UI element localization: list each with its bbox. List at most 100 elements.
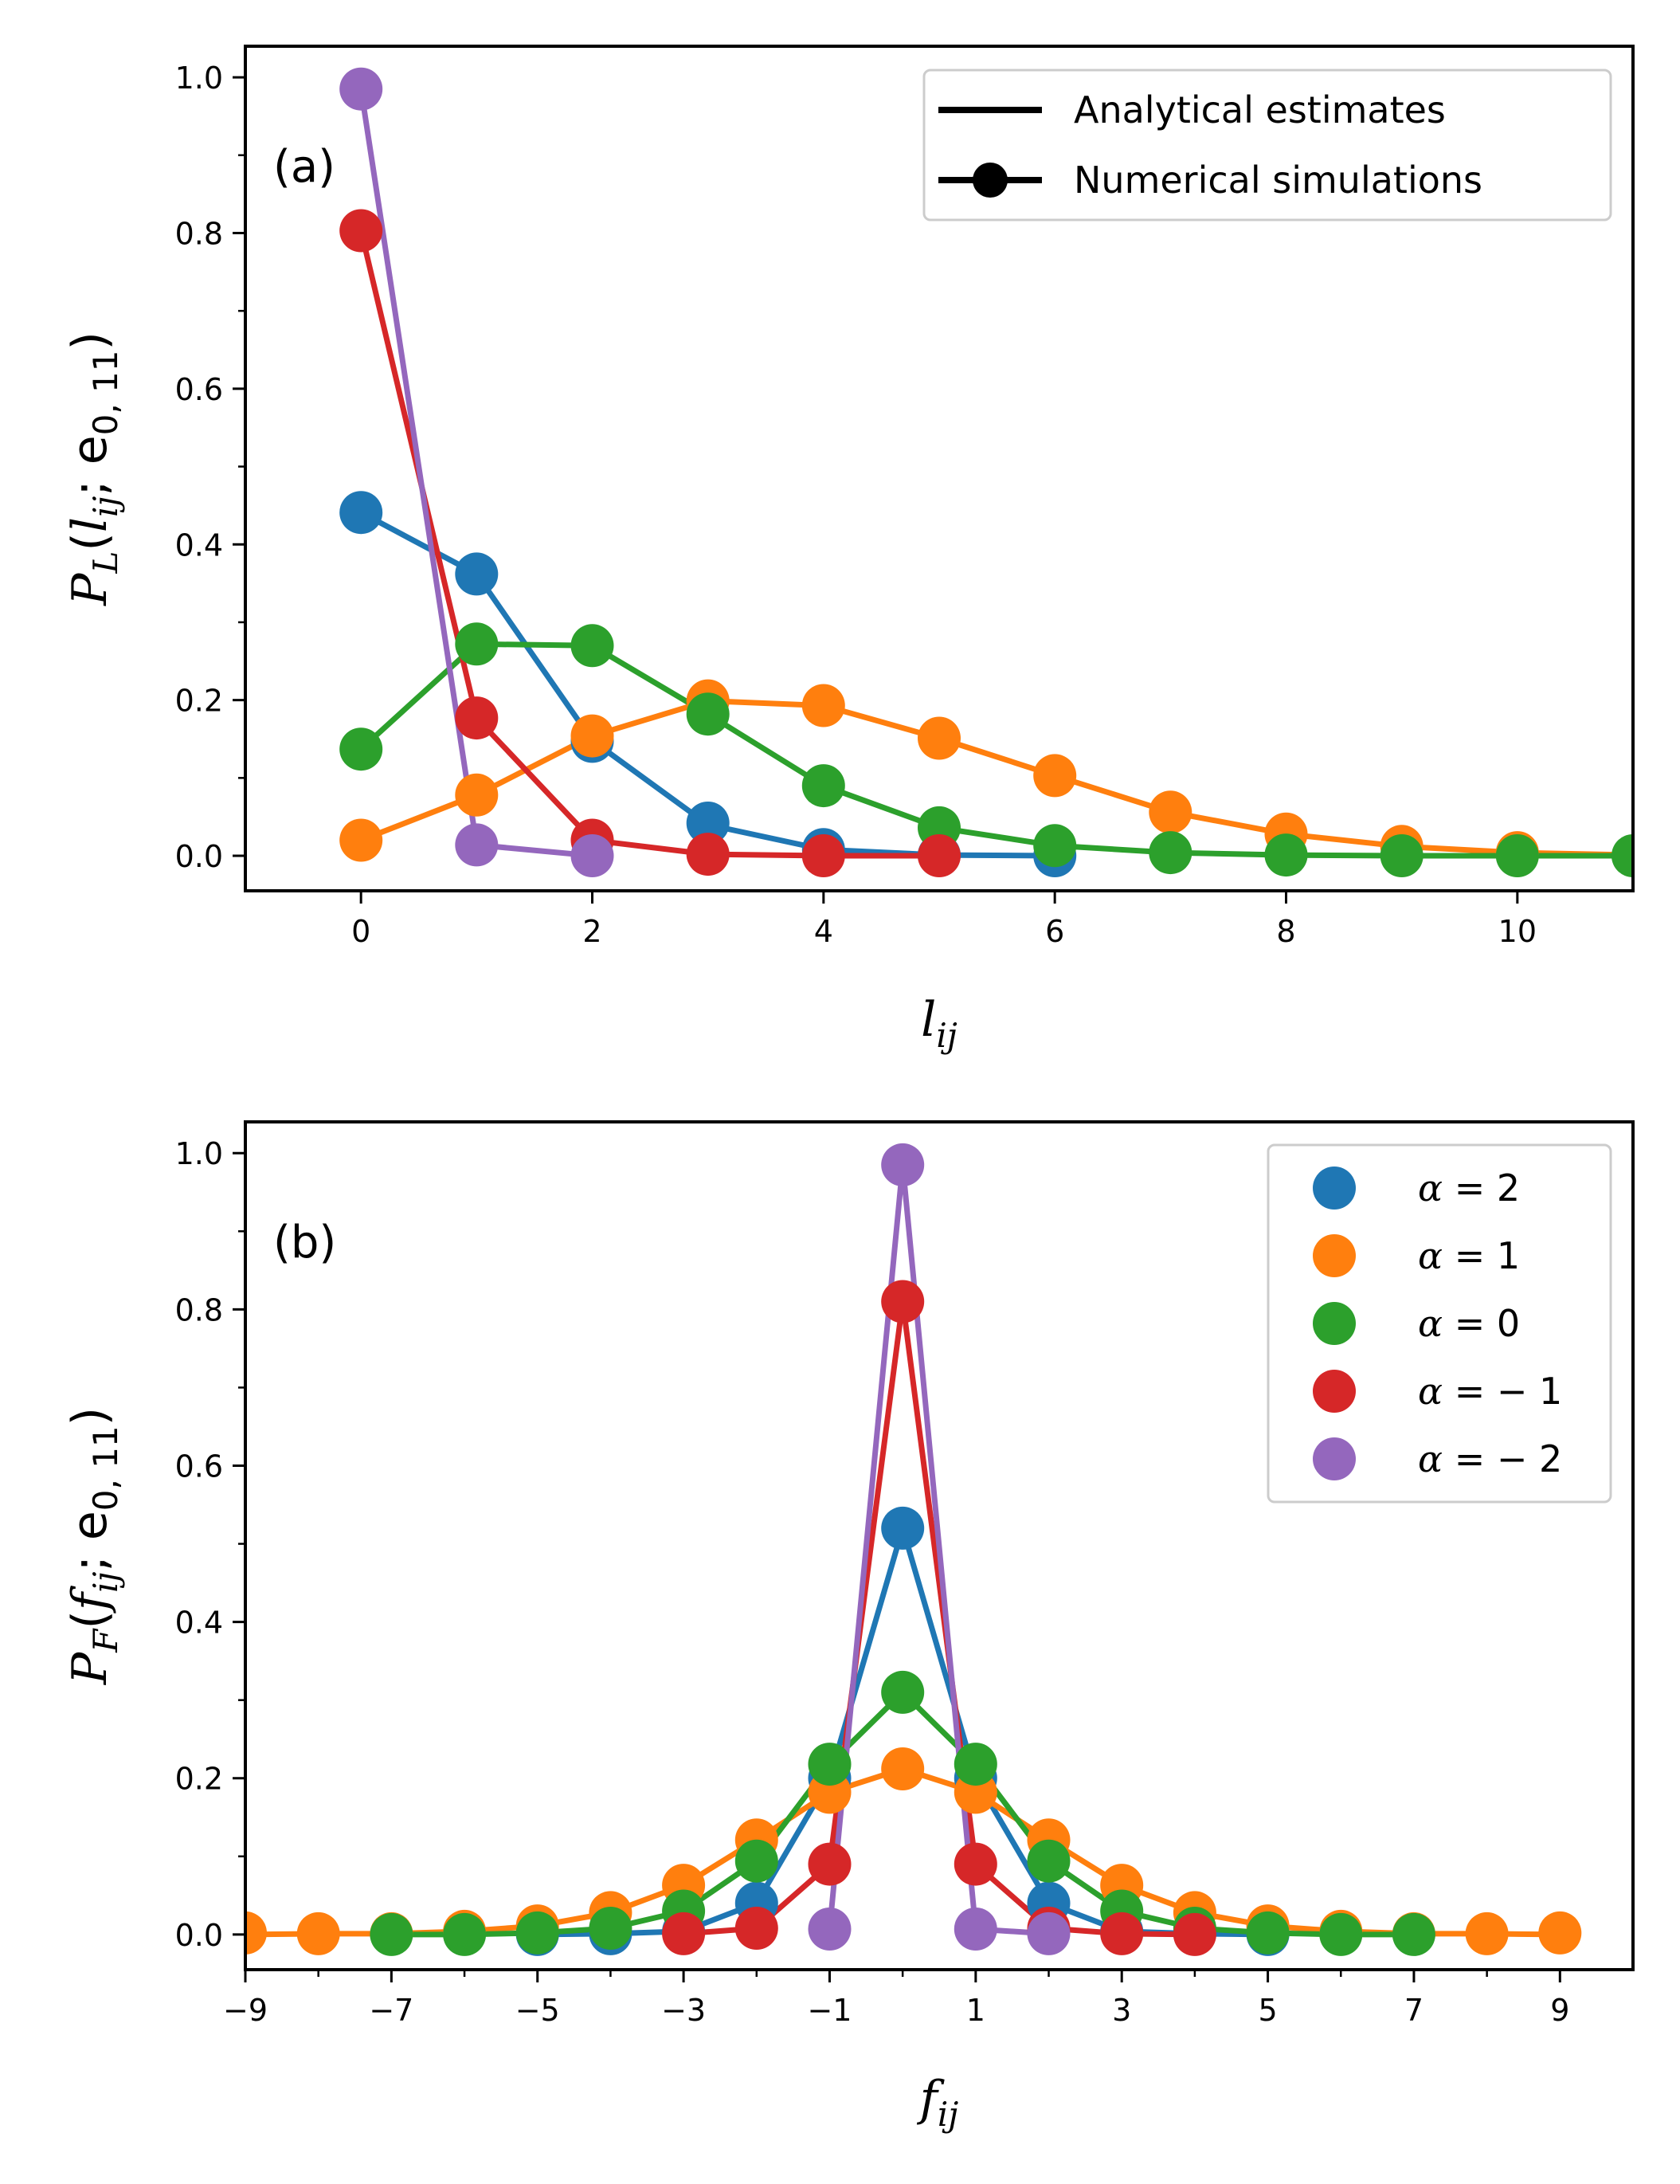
data-point-s1-2 [570,714,614,758]
data-point-s0-1 [455,552,499,596]
data-point-s1-0 [245,1911,267,1955]
data-point-s3-2 [808,1842,852,1886]
data-point-s4-2 [954,1908,997,1951]
data-point-s2-4 [801,764,845,808]
legend-marker-1 [1313,1234,1356,1277]
legend-entry-label: α = 2 [1418,1166,1520,1210]
x-tick-label: 0 [351,914,370,949]
data-point-s1-9 [881,1747,925,1790]
data-point-s1-4 [801,684,845,727]
legend-marker-4 [1313,1437,1356,1480]
panel-label: (b) [273,1217,336,1268]
legend-marker-3 [1313,1370,1356,1413]
legend-entry-label: α = 1 [1418,1234,1520,1277]
data-point-s2-9 [1380,834,1423,877]
y-tick-label: 0.4 [175,1606,223,1641]
x-tick-label: −9 [223,1993,268,2028]
legend-entry-label: Analytical estimates [1074,88,1446,131]
series-line-4 [827,1162,1049,1937]
axes-frame [244,45,1635,892]
data-point-s2-7 [881,1670,925,1714]
data-point-s1-18 [1538,1911,1582,1955]
x-tick-label: −7 [369,1993,413,2028]
data-point-s2-12 [1246,1911,1290,1955]
legend-marker-0 [1313,1166,1356,1210]
data-point-s2-6 [1033,824,1077,868]
data-point-s2-5 [734,1839,778,1883]
data-point-s3-6 [1100,1911,1144,1955]
data-point-s2-0 [339,727,383,771]
y-tick-label: 0.6 [175,1449,223,1484]
x-tick-label: 4 [814,914,833,949]
data-point-s2-2 [515,1911,559,1955]
y-tick-label: 0.4 [175,527,223,563]
data-point-s3-0 [662,1911,706,1955]
data-point-s3-1 [734,1907,778,1950]
y-tick-label: 0.6 [175,372,223,407]
data-point-s1-1 [455,773,499,817]
y-tick-label: 0.0 [175,1918,223,1953]
data-point-s2-8 [954,1743,997,1786]
data-point-s4-0 [808,1908,852,1951]
data-point-s2-11 [1611,834,1633,877]
y-tick-label: 1.0 [175,1136,223,1171]
y-tick-label: 0.2 [175,684,223,719]
x-tick-label: 9 [1550,1993,1569,2028]
legend-handle-marker [973,163,1008,198]
data-point-s1-1 [296,1911,340,1955]
panel-label: (a) [273,141,335,193]
y-axis-title: PL(lij; e0, 11) [62,331,125,606]
data-point-s4-3 [1027,1911,1071,1955]
data-point-s2-13 [1319,1912,1363,1956]
data-point-s0-0 [339,491,383,535]
data-point-s2-14 [1392,1912,1435,1956]
data-point-s1-5 [918,716,961,760]
x-tick-label: 1 [966,1993,985,2028]
legend-entry-label: α = − 1 [1418,1370,1562,1413]
data-point-s3-3 [686,833,730,876]
x-axis-title: lij [921,992,957,1055]
data-point-s1-7 [1149,790,1192,834]
x-tick-label: 7 [1404,1993,1423,2028]
data-point-s2-0 [370,1912,413,1956]
data-point-s2-3 [686,692,730,736]
legend-entry-label: Numerical simulations [1074,159,1482,202]
y-tick-label: 0.8 [175,1292,223,1327]
x-tick-label: 2 [582,914,601,949]
data-point-s3-1 [455,696,499,740]
data-point-s3-0 [339,209,383,253]
plot-area [245,1143,1582,1956]
data-point-s2-10 [1495,834,1539,877]
y-axis-title: PF(fij; e0, 11) [62,1407,125,1685]
data-point-s4-0 [339,67,383,111]
data-point-s3-5 [918,834,961,877]
x-tick-label: 8 [1276,914,1295,949]
legend-entry-label: α = − 2 [1418,1437,1562,1480]
data-point-s2-2 [570,624,614,668]
data-point-s2-1 [455,622,499,666]
data-point-s0-5 [881,1506,925,1550]
x-tick-label: 6 [1045,914,1064,949]
data-point-s0-3 [686,802,730,845]
axes-frame [244,1120,1635,1971]
data-point-s2-7 [1149,831,1192,875]
x-tick-label: −1 [807,1993,852,2028]
legend-box [922,69,1612,222]
x-tick-label: 10 [1498,914,1537,949]
data-point-s3-4 [954,1842,997,1886]
data-point-s3-7 [1173,1912,1216,1956]
data-point-s2-8 [1264,833,1308,877]
x-tick-label: 5 [1258,1993,1277,2028]
data-point-s2-9 [1027,1839,1071,1883]
panel-b: −9 −7 −5 −3 −1 1 3 5 7 9 0.0 0.2 0.4 0.6 0.8 1.0 (b) fij P… [62,1120,1635,2134]
data-point-s1-17 [1465,1911,1509,1955]
data-point-s1-0 [339,818,383,862]
data-point-s1-6 [1033,754,1077,798]
data-point-s2-3 [589,1907,632,1950]
x-axis-title: fij [917,2071,959,2134]
data-point-s2-1 [443,1912,487,1956]
legend-box [1267,1143,1612,1504]
x-tick-label: −3 [661,1993,706,2028]
data-point-s3-4 [801,834,845,877]
